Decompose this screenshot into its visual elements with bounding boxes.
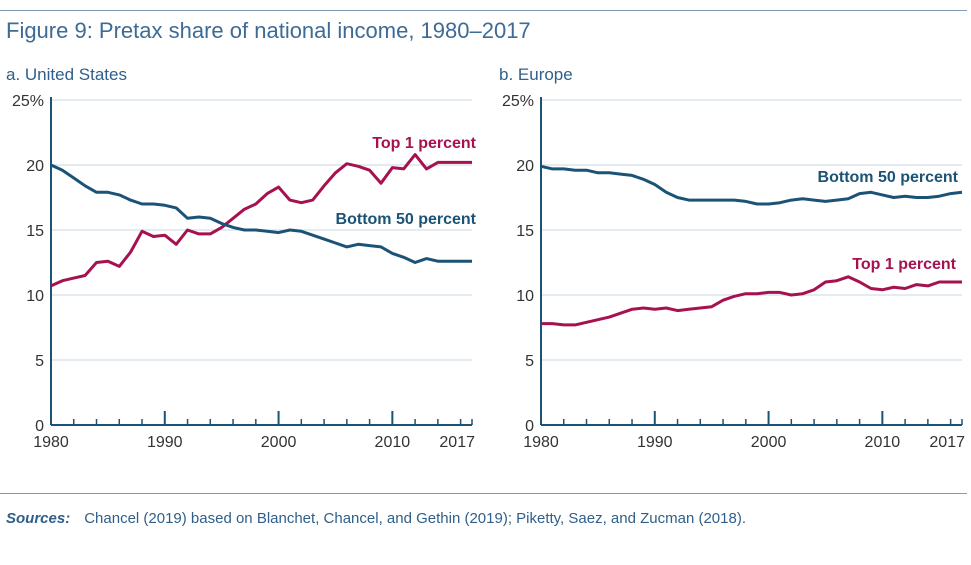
panel-a-x-tick-label: 2010: [375, 434, 411, 451]
panel-a-top1-label: Top 1 percent: [372, 135, 476, 152]
panel-b-bottom50-line: [540, 164, 963, 206]
panel-b-bottom50-label: Bottom 50 percent: [818, 169, 959, 186]
panel-a-bottom50-label: Bottom 50 percent: [336, 211, 477, 228]
figure-title: Figure 9: Pretax share of national incom…: [6, 18, 531, 43]
top-rule: [0, 10, 967, 11]
panel-b-y-tick-label: 10: [516, 288, 534, 305]
sources-text: Chancel (2019) based on Blanchet, Chance…: [84, 510, 746, 527]
panel-b-x-tick-label: 2010: [865, 434, 901, 451]
sources-note: Sources: Chancel (2019) based on Blanchet…: [6, 510, 746, 527]
panel-a-y-tick-label: 10: [26, 288, 44, 305]
panel-a-y-tick-label: 5: [35, 353, 44, 370]
panel-a-y-tick-label: 0: [35, 418, 44, 435]
panel-a-y-tick-label: 25%: [12, 93, 44, 110]
panel-a-y-tick-label: 15: [26, 223, 44, 240]
panel-a-title: a. United States: [6, 65, 127, 84]
panel-b-y-tick-label: 20: [516, 158, 534, 175]
panel-b-y-tick-label: 15: [516, 223, 534, 240]
panel-b-title: b. Europe: [499, 65, 573, 84]
panel-b-top1-label: Top 1 percent: [852, 256, 956, 273]
panel-b-x-tick-label: 2017: [929, 434, 965, 451]
panel-b-y-tick-label: 0: [525, 418, 534, 435]
panel-a-x-tick-label: 2017: [439, 434, 475, 451]
panel-b-x-tick-label: 1990: [637, 434, 673, 451]
panel-a-y-tick-label: 20: [26, 158, 44, 175]
panel-b-y-tick-label: 5: [525, 353, 534, 370]
panel-a-top1-line: [50, 153, 472, 288]
charts-canvas: a. United States 0 5 10 15 20 25% 1980 1990 2000 2…: [6, 65, 965, 451]
panel-a-bottom50-line: [50, 163, 472, 264]
panel-b-y-tick-label: 25%: [502, 93, 534, 110]
bottom-rule: [0, 493, 967, 494]
panel-b-top1-line: [541, 275, 962, 327]
panel-b-x-tick-label: 1980: [523, 434, 559, 451]
sources-label: Sources:: [6, 510, 71, 527]
panel-a-x-tick-label: 1990: [147, 434, 183, 451]
panel-a-x-tick-label: 1980: [33, 434, 69, 451]
panel-a-x-tick-label: 2000: [261, 434, 297, 451]
panel-b-x-tick-label: 2000: [751, 434, 787, 451]
